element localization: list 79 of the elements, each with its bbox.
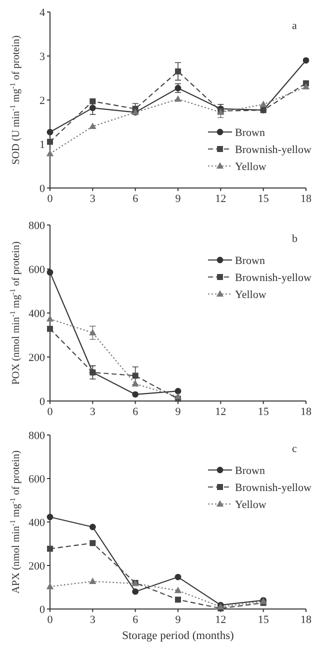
- point: [174, 574, 182, 580]
- annotation: a: [292, 20, 297, 32]
- y-tick-label: 400: [28, 308, 46, 320]
- x-tick-label: 6: [132, 614, 139, 626]
- point: [90, 540, 96, 546]
- x-tick-label: 12: [215, 614, 226, 626]
- y-tick-label: 3: [40, 51, 46, 63]
- point: [132, 391, 139, 398]
- point: [174, 392, 182, 400]
- y-tick-label: 600: [28, 474, 46, 486]
- x-tick-label: 0: [47, 193, 54, 205]
- point: [132, 588, 139, 595]
- point: [47, 326, 53, 332]
- point: [46, 315, 54, 322]
- legend-label: Yellow: [235, 499, 266, 511]
- legend-label: Brown: [235, 255, 266, 267]
- x-axis-title: Storage period (months): [122, 630, 234, 642]
- point: [90, 98, 96, 104]
- point: [89, 578, 96, 584]
- y-tick-label: 1: [40, 139, 45, 151]
- point: [132, 380, 139, 386]
- x-tick-label: 9: [175, 193, 182, 205]
- x-tick-label: 18: [300, 614, 312, 626]
- x-tick-label: 18: [300, 193, 312, 205]
- legend-label: Brownish-yellow: [235, 482, 312, 494]
- annotation: c: [292, 443, 297, 455]
- y-tick-label: 800: [28, 430, 46, 442]
- point: [174, 95, 182, 102]
- y-tick-label: 200: [28, 560, 46, 572]
- y-tick-label: 0: [40, 604, 46, 616]
- y-tick-label: 600: [28, 264, 46, 276]
- legend-label: Yellow: [235, 289, 266, 301]
- point: [46, 514, 54, 520]
- x-tick-label: 3: [90, 406, 96, 418]
- x-tick-label: 12: [215, 406, 226, 418]
- x-tick-label: 6: [132, 193, 139, 205]
- point: [89, 329, 96, 336]
- point: [132, 372, 138, 379]
- legend-label: Brown: [235, 127, 266, 139]
- point: [302, 83, 310, 90]
- legend-label: Yellow: [235, 161, 266, 173]
- x-tick-label: 9: [175, 406, 182, 418]
- point: [46, 150, 54, 156]
- y-tick-label: 2: [40, 95, 45, 107]
- point: [175, 68, 181, 74]
- x-tick-label: 9: [175, 614, 182, 626]
- x-tick-label: 12: [215, 193, 226, 205]
- x-tick-label: 3: [90, 193, 96, 205]
- y-tick-label: 800: [28, 220, 46, 232]
- x-tick-label: 0: [47, 406, 54, 418]
- y-tick-label: 400: [28, 517, 46, 529]
- x-tick-label: 6: [132, 406, 139, 418]
- point: [89, 524, 96, 530]
- point: [302, 57, 310, 64]
- x-tick-label: 15: [258, 193, 270, 205]
- y-tick-label: 4: [40, 7, 46, 19]
- x-tick-label: 0: [47, 614, 54, 626]
- x-tick-label: 3: [90, 614, 96, 626]
- point: [46, 269, 54, 276]
- x-tick-label: 15: [258, 406, 270, 418]
- point: [89, 104, 96, 112]
- legend-label: Brownish-yellow: [235, 272, 312, 284]
- legend-label: Brownish-yellow: [235, 144, 312, 156]
- point: [46, 128, 54, 136]
- point: [47, 138, 53, 145]
- point: [174, 388, 182, 394]
- y-tick-label: 200: [28, 352, 46, 364]
- point: [46, 582, 54, 590]
- point: [175, 596, 181, 603]
- x-tick-label: 18: [300, 406, 312, 418]
- x-tick-label: 15: [258, 614, 270, 626]
- point: [260, 100, 267, 107]
- point: [89, 122, 96, 129]
- point: [174, 586, 182, 594]
- point: [47, 546, 53, 552]
- legend-label: Brown: [235, 465, 266, 477]
- y-tick-label: 0: [40, 183, 46, 195]
- annotation: b: [292, 233, 298, 245]
- y-tick-label: 0: [40, 396, 46, 408]
